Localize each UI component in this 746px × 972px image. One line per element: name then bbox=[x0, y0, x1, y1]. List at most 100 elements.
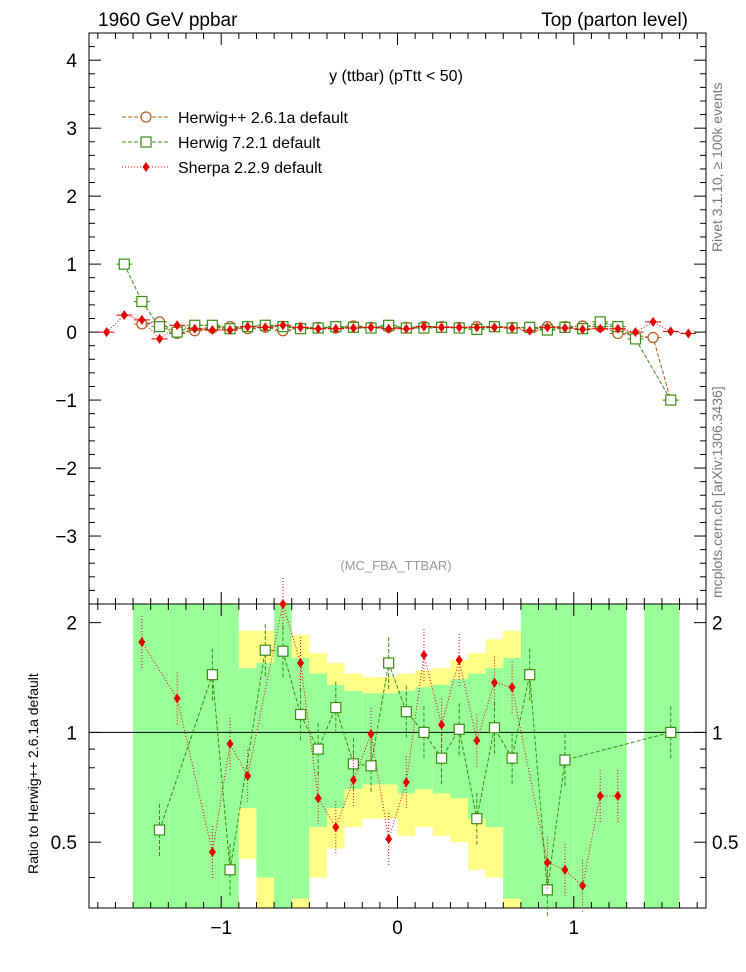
header-right: Top (parton level) bbox=[541, 10, 688, 31]
uncertainty-band-inner bbox=[185, 604, 204, 908]
uncertainty-band-inner bbox=[450, 679, 469, 799]
legend-marker-herwig-2-6-1a-default bbox=[140, 111, 152, 123]
uncertainty-band-inner bbox=[503, 657, 521, 899]
uncertainty-band-inner bbox=[326, 684, 345, 809]
ratio-bands bbox=[133, 604, 680, 908]
ratio-point-sherpa-2-2-9-default bbox=[561, 864, 569, 875]
main-point-sherpa-2-2-9-default bbox=[314, 323, 322, 334]
main-point-herwig-7-2-1-default bbox=[153, 321, 166, 333]
legend-marker-sherpa-2-2-9-default bbox=[142, 162, 150, 172]
main-point-herwig-2-6-1a-default bbox=[647, 331, 659, 344]
main-point-sherpa-2-2-9-default bbox=[667, 326, 675, 337]
uncertainty-band-inner bbox=[274, 604, 292, 908]
header-left: 1960 GeV ppbar bbox=[98, 10, 238, 31]
ratio-point-sherpa-2-2-9-default bbox=[367, 729, 375, 740]
main-y-tick-label: −3 bbox=[55, 527, 77, 548]
uncertainty-band-inner bbox=[133, 604, 151, 908]
main-point-sherpa-2-2-9-default bbox=[332, 323, 340, 334]
main-y-tick-label: −1 bbox=[55, 391, 77, 412]
uncertainty-band-inner bbox=[573, 604, 592, 908]
ratio-point-herwig-7-2-1-default bbox=[665, 726, 677, 739]
ratio-point-herwig-7-2-1-default bbox=[400, 706, 412, 718]
main-point-sherpa-2-2-9-default bbox=[156, 333, 164, 344]
legend-label-herwig-7-2-1-default: Herwig 7.2.1 default bbox=[178, 135, 321, 152]
ratio-y-tick-label-right: 2 bbox=[712, 614, 723, 635]
analysis-watermark: (MC_FBA_TTBAR) bbox=[340, 558, 451, 573]
ratio-point-herwig-7-2-1-default bbox=[277, 645, 289, 657]
ratio-y-tick-label: 0.5 bbox=[51, 833, 77, 854]
uncertainty-band-inner bbox=[256, 663, 275, 878]
legend-label-herwig-2-6-1a-default: Herwig++ 2.6.1a default bbox=[178, 110, 348, 127]
main-point-sherpa-2-2-9-default bbox=[244, 321, 252, 332]
ratio-y-tick-label-right: 1 bbox=[712, 723, 723, 744]
ratio-point-sherpa-2-2-9-default bbox=[473, 735, 481, 746]
ratio-point-sherpa-2-2-9-default bbox=[244, 770, 252, 781]
main-line-herwig-2-6-1a-default bbox=[141, 321, 672, 401]
main-y-tick-label: −2 bbox=[55, 459, 77, 480]
ratio-point-sherpa-2-2-9-default bbox=[455, 654, 463, 665]
rivet-version-label: Rivet 3.1.10, ≥ 100k events bbox=[709, 82, 725, 252]
main-y-tick-label: 0 bbox=[66, 323, 77, 344]
ratio-point-herwig-7-2-1-default bbox=[541, 884, 553, 896]
ratio-point-sherpa-2-2-9-default bbox=[402, 777, 410, 788]
ratio-point-sherpa-2-2-9-default bbox=[297, 658, 305, 669]
main-point-sherpa-2-2-9-default bbox=[649, 316, 657, 327]
uncertainty-band-inner bbox=[644, 604, 662, 908]
main-point-herwig-7-2-1-default bbox=[665, 394, 677, 406]
ratio-point-herwig-7-2-1-default bbox=[488, 722, 501, 734]
ratio-point-herwig-7-2-1-default bbox=[312, 743, 324, 755]
ratio-point-sherpa-2-2-9-default bbox=[490, 677, 498, 688]
ratio-point-sherpa-2-2-9-default bbox=[279, 599, 287, 609]
main-point-sherpa-2-2-9-default bbox=[473, 322, 481, 333]
ratio-point-herwig-7-2-1-default bbox=[435, 752, 448, 764]
main-point-sherpa-2-2-9-default bbox=[226, 325, 234, 336]
main-y-tick-label: 3 bbox=[66, 119, 77, 140]
main-point-sherpa-2-2-9-default bbox=[490, 322, 498, 333]
uncertainty-band-inner bbox=[150, 604, 169, 908]
ratio-y-tick-label: 1 bbox=[66, 723, 77, 744]
main-point-sherpa-2-2-9-default bbox=[438, 322, 446, 333]
main-axis-ticks: −3 −2 −1 0 1 2 3 4 bbox=[55, 32, 707, 605]
ratio-point-sherpa-2-2-9-default bbox=[226, 738, 234, 749]
ratio-point-sherpa-2-2-9-default bbox=[543, 857, 551, 868]
ratio-axis-ticks: −1 0 1 0.5 0.5 1 1 2 2 bbox=[51, 603, 738, 939]
ratio-point-sherpa-2-2-9-default bbox=[314, 793, 322, 804]
legend-label-sherpa-2-2-9-default: Sherpa 2.2.9 default bbox=[178, 160, 323, 177]
main-point-sherpa-2-2-9-default bbox=[261, 322, 269, 333]
x-tick-label: 1 bbox=[568, 918, 579, 939]
main-point-herwig-7-2-1-default bbox=[136, 295, 148, 308]
ratio-y-tick-label-right: 0.5 bbox=[712, 833, 738, 854]
main-point-sherpa-2-2-9-default bbox=[526, 325, 534, 336]
ratio-point-sherpa-2-2-9-default bbox=[596, 790, 604, 801]
ratio-point-herwig-7-2-1-default bbox=[559, 754, 571, 766]
ratio-point-herwig-7-2-1-default bbox=[453, 723, 465, 735]
ratio-series bbox=[138, 578, 677, 916]
main-point-sherpa-2-2-9-default bbox=[103, 327, 111, 338]
main-y-tick-label: 2 bbox=[66, 187, 77, 208]
ratio-point-herwig-7-2-1-default bbox=[294, 708, 307, 721]
ratio-y-tick-label: 2 bbox=[66, 614, 77, 635]
legend: Herwig++ 2.6.1a default Herwig 7.2.1 defa… bbox=[122, 110, 348, 177]
ratio-point-herwig-7-2-1-default bbox=[418, 726, 430, 739]
ratio-ylabel: Ratio to Herwig++ 2.6.1a default bbox=[25, 673, 41, 874]
ratio-point-sherpa-2-2-9-default bbox=[438, 719, 446, 730]
ratio-point-sherpa-2-2-9-default bbox=[508, 682, 516, 693]
main-point-sherpa-2-2-9-default bbox=[631, 327, 639, 338]
ratio-point-sherpa-2-2-9-default bbox=[173, 693, 181, 704]
ratio-point-herwig-7-2-1-default bbox=[524, 669, 536, 681]
ratio-point-herwig-7-2-1-default bbox=[330, 701, 342, 714]
uncertainty-band-inner bbox=[591, 604, 610, 908]
main-point-sherpa-2-2-9-default bbox=[579, 324, 587, 335]
ratio-point-herwig-7-2-1-default bbox=[206, 669, 218, 681]
main-point-sherpa-2-2-9-default bbox=[349, 323, 357, 334]
main-point-sherpa-2-2-9-default bbox=[191, 323, 199, 334]
main-point-sherpa-2-2-9-default bbox=[367, 322, 375, 333]
main-line-herwig-7-2-1-default bbox=[123, 263, 672, 401]
main-point-herwig-7-2-1-default bbox=[118, 258, 130, 270]
ratio-point-herwig-7-2-1-default bbox=[506, 752, 518, 764]
main-point-sherpa-2-2-9-default bbox=[208, 325, 216, 336]
ratio-point-herwig-7-2-1-default bbox=[259, 644, 271, 656]
ratio-point-herwig-7-2-1-default bbox=[153, 824, 166, 836]
ratio-point-herwig-7-2-1-default bbox=[383, 657, 395, 669]
